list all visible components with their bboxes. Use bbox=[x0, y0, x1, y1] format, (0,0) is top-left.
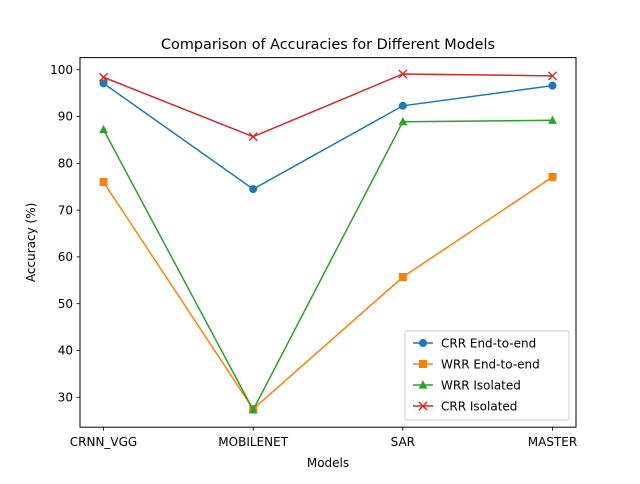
legend-marker bbox=[418, 380, 428, 389]
legend-item: WRR End-to-end bbox=[413, 357, 540, 371]
y-axis-label: Accuracy (%) bbox=[24, 203, 38, 282]
data-point bbox=[99, 124, 108, 134]
plot-area-frame bbox=[79, 57, 577, 428]
x-tick-label: CRNN_VGG bbox=[70, 435, 137, 449]
data-point bbox=[248, 405, 258, 414]
y-axis: 30 40 50 60 70 80 90 100 bbox=[50, 63, 80, 404]
data-point bbox=[398, 116, 408, 126]
legend-label: WRR Isolated bbox=[441, 378, 521, 392]
series-3 bbox=[99, 69, 557, 142]
y-tick-label: 100 bbox=[50, 63, 73, 77]
data-point bbox=[248, 132, 258, 142]
x-tick-label: MASTER bbox=[528, 435, 577, 449]
x-tick-label: MOBILENET bbox=[218, 435, 288, 449]
series-line bbox=[103, 73, 553, 138]
data-point bbox=[548, 172, 557, 181]
data-point bbox=[99, 178, 108, 187]
data-point bbox=[249, 185, 258, 194]
legend-marker bbox=[418, 401, 428, 411]
series-line bbox=[103, 82, 553, 190]
data-point bbox=[398, 69, 408, 79]
legend: CRR End-to-end WRR End-to-end WRR Isolated… bbox=[404, 330, 570, 421]
y-tick-label: 80 bbox=[58, 157, 73, 171]
data-point bbox=[398, 273, 407, 282]
y-tick-label: 90 bbox=[58, 110, 73, 124]
y-tick-label: 50 bbox=[58, 297, 73, 311]
legend-item: WRR Isolated bbox=[413, 378, 521, 392]
data-point bbox=[548, 81, 557, 90]
y-tick-label: 30 bbox=[58, 390, 73, 404]
legend-item: CRR End-to-end bbox=[413, 336, 536, 350]
data-point bbox=[99, 72, 108, 82]
data-point bbox=[548, 71, 557, 81]
legend-item: CRR Isolated bbox=[413, 399, 517, 413]
series-2 bbox=[99, 115, 557, 414]
data-point bbox=[548, 115, 557, 124]
x-axis: CRNN_VGG MOBILENET SAR MASTER bbox=[70, 427, 577, 449]
y-tick-label: 60 bbox=[58, 250, 73, 264]
y-tick-label: 70 bbox=[58, 203, 73, 217]
legend-label: CRR Isolated bbox=[441, 399, 517, 413]
legend-label: CRR End-to-end bbox=[441, 336, 536, 350]
legend-marker bbox=[419, 360, 427, 368]
plot-series bbox=[99, 69, 557, 414]
legend-label: WRR End-to-end bbox=[441, 357, 540, 371]
y-tick-label: 40 bbox=[58, 344, 73, 358]
legend-marker bbox=[419, 339, 427, 347]
legend-box bbox=[404, 330, 570, 421]
series-line bbox=[102, 176, 553, 411]
data-point bbox=[99, 79, 108, 88]
x-tick-label: SAR bbox=[391, 435, 415, 449]
chart-title: Comparison of Accuracies for Different M… bbox=[161, 37, 495, 53]
series-line bbox=[102, 119, 553, 412]
series-0 bbox=[99, 79, 557, 194]
x-axis-label: Models bbox=[307, 456, 349, 470]
data-point bbox=[398, 101, 407, 110]
